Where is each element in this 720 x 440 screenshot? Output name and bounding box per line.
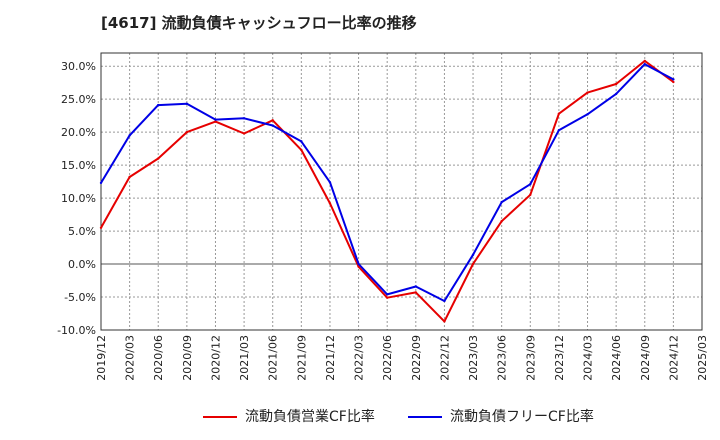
- x-tick-label: 2024/09: [639, 335, 652, 381]
- y-tick-label: 20.0%: [61, 126, 96, 139]
- x-tick-label: 2019/12: [95, 335, 108, 381]
- data-point-operating-cf: [614, 82, 618, 86]
- x-tick-label: 2023/03: [467, 335, 480, 381]
- data-point-operating-cf: [500, 219, 503, 223]
- data-point-free-cf: [443, 299, 446, 303]
- x-tick-label: 2021/09: [295, 335, 308, 381]
- x-tick-label: 2025/03: [696, 335, 709, 381]
- y-tick-label: 15.0%: [61, 159, 96, 172]
- legend-item-operating-cf: 流動負債営業CF比率: [203, 406, 375, 426]
- x-tick-label: 2020/09: [181, 335, 194, 381]
- data-point-operating-cf: [271, 119, 274, 122]
- data-point-free-cf: [529, 183, 532, 186]
- data-point-operating-cf: [471, 262, 475, 266]
- data-point-free-cf: [357, 262, 360, 266]
- data-point-operating-cf: [157, 157, 160, 160]
- data-point-operating-cf: [529, 193, 532, 196]
- data-point-free-cf: [271, 124, 274, 127]
- data-point-free-cf: [385, 293, 389, 296]
- x-tick-label: 2020/12: [209, 335, 222, 381]
- y-tick-label: -5.0%: [64, 291, 96, 304]
- data-point-operating-cf: [99, 226, 103, 229]
- y-tick-label: 25.0%: [61, 93, 96, 106]
- legend-label-free-cf: 流動負債フリーCF比率: [450, 409, 594, 425]
- data-point-free-cf: [471, 253, 475, 257]
- x-tick-label: 2021/06: [267, 335, 280, 381]
- plot-frame: [100, 52, 703, 331]
- data-point-operating-cf: [242, 132, 246, 135]
- data-point-free-cf: [300, 140, 303, 143]
- y-tick-label: 5.0%: [68, 225, 96, 238]
- chart-title: [4617] 流動負債キャッシュフロー比率の推移: [101, 14, 417, 32]
- data-point-operating-cf: [328, 202, 332, 205]
- data-point-operating-cf: [185, 130, 189, 134]
- data-point-operating-cf: [357, 265, 360, 268]
- legend-swatch-free-cf: [408, 416, 442, 418]
- x-tick-label: 2022/09: [410, 335, 423, 381]
- x-tick-label: 2020/03: [124, 335, 137, 381]
- x-tick-label: 2024/03: [582, 335, 595, 381]
- x-tick-label: 2023/09: [524, 335, 537, 381]
- data-point-free-cf: [99, 181, 103, 185]
- data-point-operating-cf: [586, 91, 589, 94]
- data-point-operating-cf: [643, 59, 646, 63]
- data-point-operating-cf: [557, 112, 561, 115]
- legend-label-operating-cf: 流動負債営業CF比率: [245, 409, 375, 425]
- data-point-operating-cf: [672, 80, 675, 84]
- y-tick-label: 30.0%: [61, 60, 96, 73]
- y-tick-label: 0.0%: [68, 258, 96, 271]
- x-tick-label: 2023/06: [496, 335, 509, 381]
- data-point-free-cf: [643, 63, 646, 66]
- data-point-operating-cf: [300, 148, 303, 152]
- data-point-free-cf: [672, 78, 675, 81]
- data-point-operating-cf: [443, 320, 446, 323]
- x-tick-label: 2020/06: [152, 335, 165, 381]
- legend-swatch-operating-cf: [203, 416, 237, 418]
- x-tick-label: 2022/06: [381, 335, 394, 381]
- y-tick-label: -10.0%: [57, 324, 96, 337]
- y-tick-label: 10.0%: [61, 192, 96, 205]
- data-point-free-cf: [500, 200, 503, 204]
- legend-item-free-cf: 流動負債フリーCF比率: [408, 406, 594, 426]
- data-point-free-cf: [328, 181, 332, 184]
- x-tick-label: 2024/06: [610, 335, 623, 381]
- data-point-free-cf: [586, 113, 589, 116]
- x-tick-label: 2022/12: [438, 335, 451, 381]
- data-point-free-cf: [242, 117, 246, 120]
- data-point-free-cf: [557, 128, 561, 132]
- data-point-operating-cf: [414, 291, 418, 294]
- data-point-operating-cf: [385, 296, 389, 299]
- x-tick-label: 2022/03: [353, 335, 366, 381]
- x-tick-label: 2021/12: [324, 335, 337, 381]
- data-point-free-cf: [614, 92, 618, 96]
- data-point-free-cf: [185, 102, 189, 105]
- x-tick-label: 2021/03: [238, 335, 251, 381]
- data-point-free-cf: [128, 134, 131, 137]
- x-tick-label: 2023/12: [553, 335, 566, 381]
- data-point-free-cf: [157, 103, 160, 107]
- data-point-operating-cf: [214, 120, 217, 123]
- data-point-operating-cf: [128, 175, 131, 179]
- data-point-free-cf: [214, 118, 217, 121]
- x-tick-label: 2024/12: [667, 335, 680, 381]
- data-point-free-cf: [414, 285, 418, 288]
